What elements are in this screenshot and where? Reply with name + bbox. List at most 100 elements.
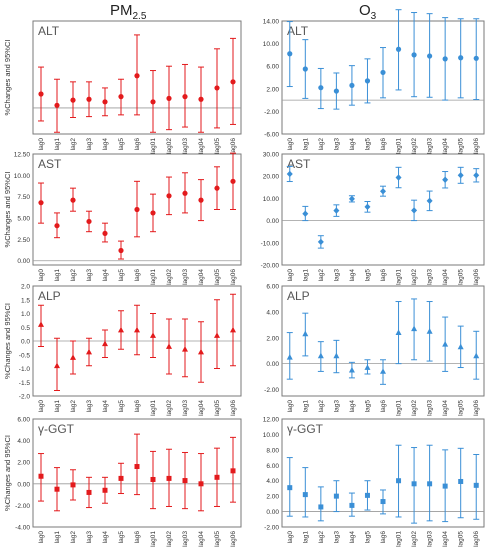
panel-7-point bbox=[318, 504, 324, 510]
panel-3-xtick-label: lag1 bbox=[302, 269, 309, 282]
panel-2-xtick-label: lag06 bbox=[230, 269, 237, 285]
panel-4-ylabel: %Changes and 95%CI bbox=[3, 303, 12, 379]
panel-4-xtick-label: lag0 bbox=[38, 400, 45, 413]
panel-7-point bbox=[302, 492, 308, 498]
panel-1-panel-label: ALT bbox=[287, 24, 309, 38]
panel-4-point bbox=[70, 354, 76, 360]
panel-3-xtick-label: lag3 bbox=[333, 269, 340, 282]
panel-4-xtick-label: lag2 bbox=[70, 400, 77, 413]
panel-1-xtick-label: lag05 bbox=[458, 138, 465, 154]
panel-6-ytick-label: 6.00 bbox=[17, 417, 30, 424]
panel-1-ytick-label: 6.00 bbox=[266, 64, 279, 71]
column-title-o3-main: O bbox=[359, 2, 371, 19]
panel-2-ytick-label: 5.00 bbox=[17, 216, 30, 223]
panel-0-point bbox=[214, 85, 220, 91]
panel-3-xtick-label: lag0 bbox=[287, 269, 294, 282]
panel-2-point bbox=[230, 178, 236, 184]
panel-5-ytick-label: 2.00 bbox=[266, 335, 279, 342]
panel-7-xtick-label: lag03 bbox=[427, 531, 434, 547]
panel-6-xtick-label: lag01 bbox=[150, 531, 157, 547]
panel-4-xtick-label: lag02 bbox=[166, 400, 173, 416]
column-titles: PM2.5 O3 bbox=[0, 0, 497, 30]
panel-4-xtick-label: lag6 bbox=[134, 400, 141, 413]
panel-0-xtick-label: lag1 bbox=[54, 138, 61, 151]
panel-3-ytick-label: 30.00 bbox=[263, 152, 280, 159]
panel-6-xtick-label: lag1 bbox=[54, 531, 61, 544]
panel-2-xtick-label: lag01 bbox=[150, 269, 157, 285]
panel-6-point bbox=[70, 482, 76, 488]
panel-0-xtick-label: lag3 bbox=[86, 138, 93, 151]
panel-5-point bbox=[395, 329, 402, 335]
panel-5-point bbox=[411, 325, 418, 332]
panel-2-xtick-label: lag2 bbox=[70, 269, 77, 282]
panel-2-point bbox=[86, 218, 92, 225]
panel-5-point bbox=[380, 368, 386, 374]
panel-6-xtick-label: lag05 bbox=[214, 531, 221, 547]
panel-2-panel-label: AST bbox=[38, 157, 62, 171]
panel-0-xtick-label: lag2 bbox=[70, 138, 77, 151]
panel-2-ytick-label: 7.50 bbox=[17, 194, 30, 201]
panel-0-xtick-label: lag05 bbox=[214, 138, 221, 154]
panel-6-point bbox=[134, 464, 140, 470]
panel-4-ytick-label: 1.0 bbox=[21, 311, 30, 318]
column-title-pm25-sub: 2.5 bbox=[132, 11, 147, 22]
panel-7-xtick-label: lag02 bbox=[411, 531, 418, 547]
panel-3-point bbox=[395, 174, 402, 181]
panel-3-xtick-label: lag6 bbox=[380, 269, 387, 282]
column-title-o3-sub: 3 bbox=[370, 11, 377, 22]
panel-6-ylabel: %Changes and 95%CI bbox=[3, 435, 12, 511]
panel-4-point bbox=[214, 332, 220, 338]
panel-4-point bbox=[118, 326, 124, 333]
panel-1-xtick-label: lag4 bbox=[349, 138, 356, 151]
panel-6-xtick-label: lag0 bbox=[38, 531, 45, 544]
panel-1-point bbox=[349, 82, 355, 89]
panel-6-xtick-label: lag02 bbox=[166, 531, 173, 547]
panel-2-xtick-label: lag4 bbox=[102, 269, 109, 282]
panel-2-point bbox=[54, 223, 60, 229]
panel-3-point bbox=[364, 203, 371, 211]
panel-7-point bbox=[364, 492, 370, 498]
panel-5-xtick-label: lag05 bbox=[458, 400, 465, 416]
panel-3-xtick-label: lag06 bbox=[473, 269, 480, 285]
panel-0-xtick-label: lag0 bbox=[38, 138, 45, 151]
panel-0-point bbox=[150, 99, 156, 105]
panel-1-point bbox=[442, 56, 448, 62]
panel-6-point bbox=[54, 486, 60, 492]
panel-2-xtick-label: lag3 bbox=[86, 269, 93, 282]
panel-5-ytick-label: 4.00 bbox=[266, 309, 279, 316]
panel-1-xtick-label: lag01 bbox=[396, 138, 403, 154]
panel-4-ytick-label: -1.0 bbox=[19, 366, 31, 373]
panel-6-point bbox=[166, 475, 172, 481]
panel-3-point bbox=[333, 207, 340, 214]
panel-4-xtick-label: lag3 bbox=[86, 400, 93, 413]
panel-0-point bbox=[102, 99, 108, 105]
panel-1-point bbox=[302, 66, 308, 72]
panel-5-xtick-label: lag4 bbox=[349, 400, 356, 413]
panel-2-xtick-label: lag05 bbox=[214, 269, 221, 285]
panel-3-point bbox=[317, 238, 324, 246]
panel-1-xtick-label: lag04 bbox=[442, 138, 449, 154]
panel-0-point bbox=[230, 79, 236, 85]
panel-3-point bbox=[380, 188, 386, 195]
panel-7-xtick-label: lag1 bbox=[302, 531, 309, 544]
panel-5-point bbox=[426, 328, 433, 334]
panel-2-xtick-label: lag6 bbox=[134, 269, 141, 282]
panel-6-ytick-label: -2.00 bbox=[15, 503, 30, 510]
panel-4-xtick-label: lag1 bbox=[54, 400, 61, 413]
panel-7-xtick-label: lag01 bbox=[396, 531, 403, 547]
panel-1-xtick-label: lag5 bbox=[364, 138, 371, 151]
panel-1-xtick-label: lag3 bbox=[333, 138, 340, 151]
panel-4-point bbox=[54, 362, 60, 369]
panel-6-point bbox=[198, 481, 204, 487]
panel-2-point bbox=[38, 200, 44, 206]
panel-6-point bbox=[182, 478, 188, 484]
panel-7-xtick-label: lag04 bbox=[442, 531, 449, 547]
panel-3-xtick-label: lag03 bbox=[427, 269, 434, 285]
panel-3-point bbox=[473, 172, 480, 179]
panel-6-panel-label: γ-GGT bbox=[38, 422, 75, 436]
panel-3-xtick-label: lag01 bbox=[396, 269, 403, 285]
panel-5-xtick-label: lag03 bbox=[427, 400, 434, 416]
panel-5-xtick-label: lag01 bbox=[396, 400, 403, 416]
panel-5-xtick-label: lag2 bbox=[318, 400, 325, 413]
panel-3-xtick-label: lag4 bbox=[349, 269, 356, 282]
